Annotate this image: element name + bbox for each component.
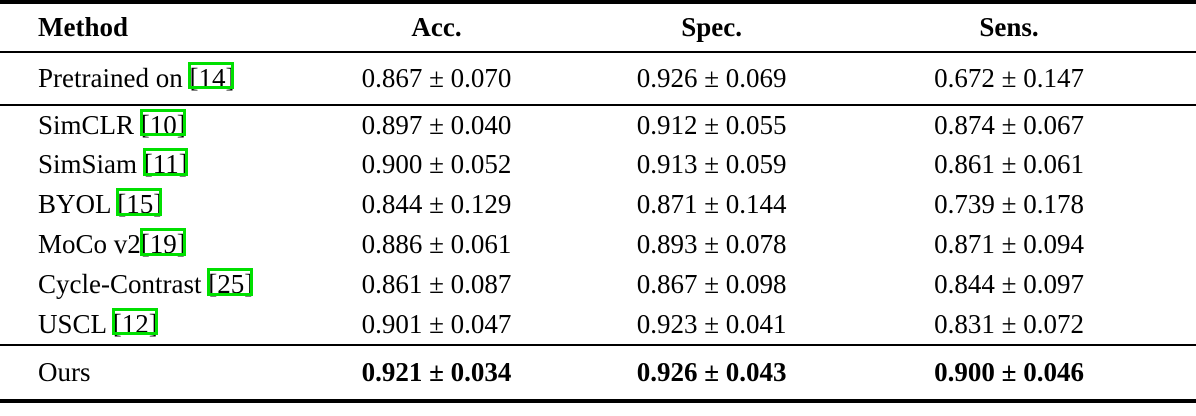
header-row: Method Acc. Spec. Sens. (0, 2, 1196, 52)
spec-value: 0.926 ± 0.069 (636, 62, 787, 93)
method-cell: SimCLR [10] (0, 105, 311, 145)
column-header-sens: Sens. (979, 11, 1039, 42)
method-label: SimSiam (38, 149, 144, 180)
table-row-pretrained: Pretrained on [14] 0.867 ± 0.070 0.926 ±… (0, 52, 1196, 105)
method-cell: MoCo v2[19] (0, 225, 311, 265)
acc-value: 0.901 ± 0.047 (361, 308, 512, 339)
acc-value: 0.861 ± 0.087 (361, 269, 512, 300)
citation-label: [10] (140, 109, 186, 140)
table-row-moco-v2: MoCo v2[19] 0.886 ± 0.061 0.893 ± 0.078 … (0, 225, 1196, 265)
results-table: Method Acc. Spec. Sens. Pretrained on [1… (0, 0, 1196, 403)
acc-value: 0.900 ± 0.052 (361, 149, 512, 180)
method-cell: Pretrained on [14] (0, 52, 311, 105)
column-header-spec: Spec. (681, 11, 742, 42)
sens-value: 0.900 ± 0.046 (934, 356, 1084, 387)
method-label: BYOL (38, 189, 118, 220)
method-cell: SimSiam [11] (0, 145, 311, 185)
citation-link[interactable]: [11] (142, 148, 188, 180)
acc-value: 0.867 ± 0.070 (361, 62, 512, 93)
table-row-uscl: USCL [12] 0.901 ± 0.047 0.923 ± 0.041 0.… (0, 305, 1196, 345)
table-row-simclr: SimCLR [10] 0.897 ± 0.040 0.912 ± 0.055 … (0, 105, 1196, 145)
method-label: SimCLR (38, 109, 141, 140)
sens-value: 0.672 ± 0.147 (934, 62, 1084, 93)
sens-value: 0.844 ± 0.097 (934, 269, 1084, 300)
spec-value: 0.871 ± 0.144 (636, 189, 787, 220)
column-header-acc: Acc. (411, 11, 462, 42)
table-row-ours: Ours 0.921 ± 0.034 0.926 ± 0.043 0.900 ±… (0, 345, 1196, 401)
table-row-simsiam: SimSiam [11] 0.900 ± 0.052 0.913 ± 0.059… (0, 145, 1196, 185)
citation-link[interactable]: [14] (188, 61, 235, 94)
spec-value: 0.867 ± 0.098 (636, 269, 787, 300)
citation-label: [14] (189, 62, 235, 93)
spec-value: 0.913 ± 0.059 (636, 149, 787, 180)
sens-value: 0.861 ± 0.061 (934, 149, 1084, 180)
method-cell: Ours (0, 345, 311, 401)
spec-value: 0.893 ± 0.078 (636, 229, 787, 260)
sens-value: 0.874 ± 0.067 (934, 109, 1084, 140)
method-cell: Cycle-Contrast [25] (0, 265, 311, 305)
citation-link[interactable]: [15] (116, 188, 163, 220)
citation-label: [25] (208, 269, 254, 300)
citation-label: [19] (140, 229, 186, 260)
sens-value: 0.831 ± 0.072 (934, 308, 1084, 339)
citation-link[interactable]: [12] (111, 307, 158, 340)
column-header-method: Method (38, 11, 128, 42)
method-label: USCL (38, 308, 113, 339)
citation-label: [11] (143, 149, 188, 180)
acc-value: 0.897 ± 0.040 (361, 109, 512, 140)
spec-value: 0.923 ± 0.041 (636, 308, 787, 339)
spec-value: 0.912 ± 0.055 (636, 109, 787, 140)
citation-link[interactable]: [19] (139, 228, 186, 260)
method-label: Ours (38, 356, 91, 387)
table-row-byol: BYOL [15] 0.844 ± 0.129 0.871 ± 0.144 0.… (0, 185, 1196, 225)
acc-value: 0.886 ± 0.061 (361, 229, 512, 260)
citation-label: [12] (112, 308, 158, 339)
method-cell: BYOL [15] (0, 185, 311, 225)
spec-value: 0.926 ± 0.043 (636, 356, 787, 387)
method-label: MoCo v2 (38, 229, 141, 260)
citation-label: [15] (117, 189, 163, 220)
method-cell: USCL [12] (0, 305, 311, 345)
method-label: Pretrained on (38, 62, 190, 93)
table-row-cycle-contrast: Cycle-Contrast [25] 0.861 ± 0.087 0.867 … (0, 265, 1196, 305)
acc-value: 0.844 ± 0.129 (361, 189, 512, 220)
citation-link[interactable]: [25] (207, 268, 254, 300)
acc-value: 0.921 ± 0.034 (361, 356, 512, 387)
sens-value: 0.739 ± 0.178 (934, 189, 1084, 220)
sens-value: 0.871 ± 0.094 (934, 229, 1084, 260)
citation-link[interactable]: [10] (139, 108, 186, 141)
method-label: Cycle-Contrast (38, 269, 209, 300)
